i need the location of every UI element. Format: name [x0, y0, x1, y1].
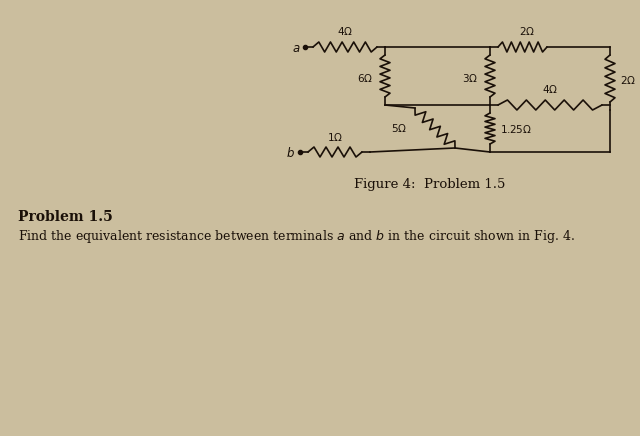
Text: $5\Omega$: $5\Omega$	[391, 122, 407, 134]
Text: Figure 4:  Problem 1.5: Figure 4: Problem 1.5	[355, 178, 506, 191]
Text: Find the equivalent resistance between terminals $a$ and $b$ in the circuit show: Find the equivalent resistance between t…	[18, 228, 575, 245]
Text: $a$: $a$	[292, 41, 300, 54]
Text: $b$: $b$	[286, 146, 295, 160]
Text: $4\Omega$: $4\Omega$	[542, 83, 558, 95]
Text: $4\Omega$: $4\Omega$	[337, 25, 353, 37]
Text: $2\Omega$: $2\Omega$	[520, 25, 536, 37]
Text: $6\Omega$: $6\Omega$	[357, 72, 373, 84]
Text: Problem 1.5: Problem 1.5	[18, 210, 113, 224]
Text: $3\Omega$: $3\Omega$	[462, 72, 478, 84]
Text: $1.25\Omega$: $1.25\Omega$	[500, 123, 532, 134]
Text: $2\Omega$: $2\Omega$	[620, 75, 636, 86]
Text: $1\Omega$: $1\Omega$	[327, 131, 343, 143]
